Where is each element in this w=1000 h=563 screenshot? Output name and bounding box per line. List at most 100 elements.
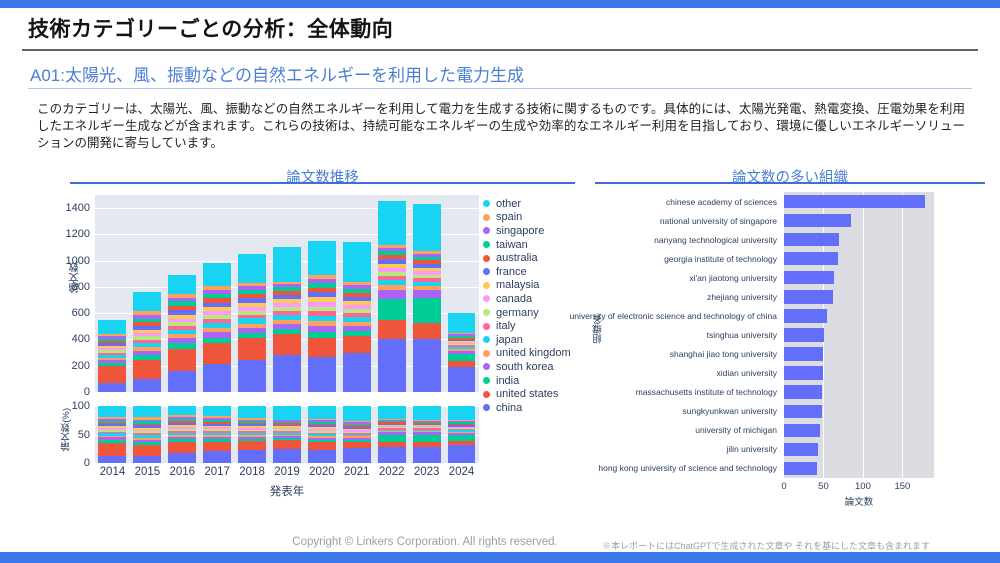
bar-segment-other [342, 406, 371, 421]
bar-segment-china [377, 339, 406, 392]
bar-segment-india [238, 332, 267, 339]
bar-segment-other [273, 406, 301, 420]
bar-segment-canada [307, 429, 336, 431]
stacked-bar [273, 406, 301, 463]
bar-segment-japan [447, 430, 476, 432]
bar-segment-italy [412, 428, 441, 430]
stacked-bar [307, 406, 336, 463]
bar-slot-2021 [339, 406, 374, 463]
org-row [784, 364, 934, 383]
stacked-bar [342, 406, 371, 463]
stacked-bar [273, 246, 301, 392]
bar-segment-united kingdom [168, 334, 197, 339]
legend-label: china [496, 401, 523, 414]
org-row [784, 287, 934, 306]
bar-segment-australia [342, 425, 371, 427]
bar-segment-united kingdom [307, 436, 336, 439]
bar-segment-germany [238, 429, 267, 432]
stacked-bar [203, 263, 232, 392]
bar-segment-china [98, 383, 127, 392]
bar-segment-united states [377, 320, 406, 340]
x-tick-label: 2020 [309, 466, 335, 478]
bar-segment-united states [412, 323, 441, 340]
legend-swatch [483, 281, 490, 289]
bar-segment-taiwan [377, 250, 406, 255]
bar-segment-taiwan [98, 338, 127, 342]
x-tick-label: 2021 [344, 466, 370, 478]
stacked-bar [377, 406, 406, 463]
bar-segment-united kingdom [412, 285, 441, 290]
bar-segment-united kingdom [307, 321, 336, 326]
bar-segment-france [447, 339, 476, 342]
bar-segment-united states [168, 441, 197, 453]
bar-segment-australia [307, 423, 336, 426]
bar-segment-united kingdom [98, 435, 127, 438]
legend-item-canada: canada [483, 292, 571, 306]
bar-segment-japan [447, 346, 476, 349]
bar-segment-china [412, 447, 441, 463]
bar-slot-2022 [374, 406, 409, 463]
legend-item-spain: spain [483, 211, 571, 225]
bar-segment-italy [447, 429, 476, 431]
org-label: xidian university [716, 368, 777, 379]
org-x-tick-label: 100 [855, 481, 871, 492]
bar-field [95, 195, 479, 392]
bar-segment-germany [342, 309, 371, 314]
legend-swatch [483, 295, 490, 303]
y-tick-label: 600 [71, 307, 90, 320]
bar-segment-taiwan [412, 422, 441, 424]
stacked-bar [168, 406, 197, 463]
bar-segment-china [307, 449, 336, 463]
bar-segment-canada [377, 267, 406, 272]
legend-swatch [483, 254, 490, 262]
bar-segment-malaysia [273, 298, 301, 303]
y-tick-label: 0 [83, 386, 90, 398]
legend-swatch [483, 349, 490, 357]
bar-segment-malaysia [273, 426, 301, 428]
bar-segment-china [447, 444, 476, 463]
org-x-axis-label: 論文数 [844, 497, 874, 508]
bar-segment-south korea [238, 436, 267, 439]
stacked-bar [238, 253, 267, 392]
bar-segment-japan [203, 432, 232, 435]
x-tick-label: 2018 [239, 466, 265, 478]
org-bar-6 [784, 309, 827, 323]
bar-segment-south korea [203, 332, 232, 338]
bar-segment-singapore [377, 247, 406, 251]
bar-segment-germany [342, 431, 371, 433]
bar-slot-2015 [130, 195, 165, 392]
bar-segment-france [342, 426, 371, 429]
bar-segment-spain [203, 285, 232, 290]
bar-segment-taiwan [273, 286, 301, 291]
bar-segment-germany [238, 310, 267, 315]
trend-stacked-bar-plot [95, 195, 479, 392]
bar-segment-australia [342, 292, 371, 297]
bar-segment-taiwan [238, 290, 267, 295]
bar-segment-japan [377, 280, 406, 286]
bar-slot-2014 [95, 406, 130, 463]
bar-segment-australia [447, 423, 476, 426]
bar-segment-italy [98, 431, 127, 434]
bar-segment-japan [168, 432, 197, 435]
org-bar-5 [784, 290, 833, 304]
bar-segment-taiwan [203, 293, 232, 299]
bar-segment-other [238, 406, 267, 419]
bar-segment-other [377, 406, 406, 420]
y-tick-label: 100 [71, 400, 90, 412]
org-bar-0 [784, 194, 925, 209]
bar-segment-canada [377, 426, 406, 428]
stacked-bar [133, 291, 162, 392]
x-tick-label: 2016 [169, 466, 196, 478]
org-label: jilin university [726, 444, 777, 455]
legend-item-united-kingdom: united kingdom [483, 347, 571, 361]
bar-slot-2019 [270, 406, 305, 463]
bar-segment-malaysia [377, 424, 406, 427]
org-chart-rule [595, 182, 985, 184]
org-bar-8 [784, 347, 824, 361]
legend-label: taiwan [496, 238, 528, 251]
bar-segment-italy [342, 433, 371, 435]
legend-swatch [483, 377, 490, 385]
bar-segment-spain [273, 281, 301, 284]
bar-slot-2017 [200, 195, 235, 392]
bar-segment-united kingdom [377, 431, 406, 433]
